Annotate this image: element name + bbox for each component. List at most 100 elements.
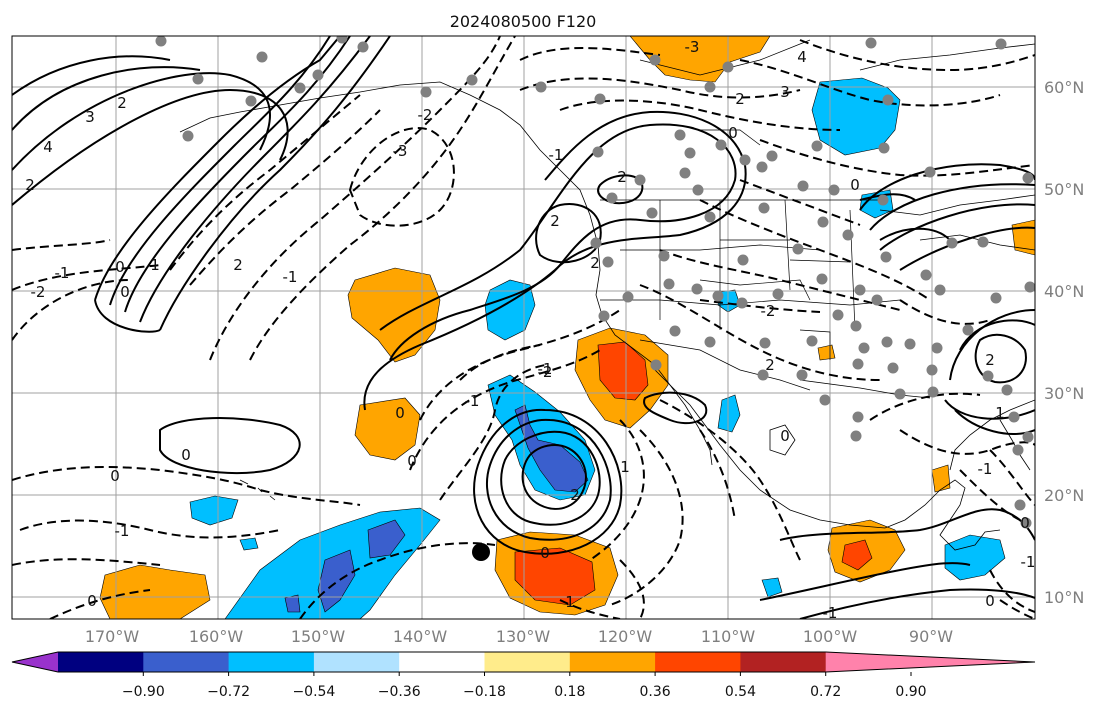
contour-label: 1 (565, 593, 575, 611)
shade-orange-tx (817, 344, 836, 361)
contour-label: 1 (150, 256, 160, 274)
contour-label: 1 (995, 404, 1005, 422)
colorbar-segment (569, 652, 656, 672)
contour-label: -1 (465, 392, 480, 410)
contour-label: 4 (43, 138, 53, 156)
map-panel: 4 3 2 2 -1 -2 0 0 1 -3 -2 2 -1 3 2 4 -3 … (12, 36, 1036, 619)
contour-label: 2 (570, 486, 580, 504)
contour-label: 2 (765, 356, 775, 374)
contour-label: -2 (761, 302, 776, 320)
contour-label: 3 (780, 83, 790, 101)
contour-label: 2 (735, 90, 745, 108)
contour-label: 2 (617, 168, 627, 186)
contour-label: 0 (120, 283, 130, 301)
contour-labels: 4 3 2 2 -1 -2 0 0 1 -3 -2 2 -1 3 2 4 -3 … (25, 38, 1036, 619)
storm-center-marker (472, 543, 490, 561)
contour-label: 0 (87, 592, 97, 610)
lon-label: 140°W (393, 627, 448, 646)
contour-label: 0 (728, 124, 738, 142)
contour-label: -3 (685, 38, 700, 56)
lat-label: 60°N (1044, 78, 1084, 97)
colorbar-segment (58, 652, 144, 672)
colorbar-extend-max (825, 652, 1035, 672)
contour-label: -1 (978, 460, 993, 478)
contour-label: -1 (538, 360, 553, 378)
shade-blue-gulf (717, 394, 741, 433)
latitude-labels: 60°N 50°N 40°N 30°N 20°N 10°N (1044, 78, 1084, 607)
contour-label: 2 (25, 176, 35, 194)
contour-label: 2 (590, 254, 600, 272)
lon-label: 150°W (291, 627, 346, 646)
contour-label: -1 (1021, 553, 1036, 571)
colorbar-tick-label: −0.90 (122, 684, 165, 700)
contour-label: 2 (985, 351, 995, 369)
contour-label: 4 (797, 48, 807, 66)
contour-label: 3 (85, 108, 95, 126)
longitude-labels: 170°W 160°W 150°W 140°W 130°W 120°W 110°… (85, 627, 953, 646)
colorbar: −0.90 −0.72 −0.54 −0.36 −0.18 0.18 0.36 0.54 0.7… (11, 651, 1036, 700)
map-title: 2024080500 F120 (450, 12, 597, 31)
colorbar-tick-label: 0.18 (554, 684, 585, 700)
map-frame (11, 35, 1036, 620)
shade-orange-bajasw (354, 397, 421, 461)
colorbar-outline (11, 651, 1036, 673)
colorbar-segment (313, 652, 400, 672)
colorbar-tick-label: −0.36 (378, 684, 421, 700)
lat-label: 10°N (1044, 588, 1084, 607)
lat-label: 50°N (1044, 180, 1084, 199)
contour-label: -2 (31, 283, 46, 301)
shade-royal-band (284, 519, 406, 613)
shade-blue-small-south (761, 577, 783, 598)
colorbar-segment (655, 652, 741, 672)
lon-label: 90°W (909, 627, 953, 646)
station-markers (155, 36, 1035, 529)
lon-label: 110°W (701, 627, 756, 646)
colorbar-segment (228, 652, 315, 672)
colorbar-segment (143, 652, 230, 672)
contour-label: 0 (850, 176, 860, 194)
lon-label: 120°W (598, 627, 653, 646)
shade-blue-hawaii-s (239, 537, 259, 551)
contour-label: -2 (538, 363, 553, 381)
contour-label: 2 (233, 256, 243, 274)
colorbar-tick-label: 0.54 (725, 684, 756, 700)
contour-label: -1 (283, 268, 298, 286)
colorbar-segment (399, 652, 485, 672)
contour-label: -3 (393, 142, 408, 160)
lon-label: 100°W (803, 627, 858, 646)
contour-label: 1 (620, 458, 630, 476)
colorbar-segment (740, 652, 827, 672)
contour-label: -1 (549, 146, 564, 164)
colorbar-tick-label: −0.18 (463, 684, 506, 700)
graticule (12, 36, 1035, 619)
lat-label: 30°N (1044, 384, 1084, 403)
shade-blue-north-ne (811, 77, 901, 156)
contour-label: -1 (115, 522, 130, 540)
colorbar-segment (484, 652, 571, 672)
shade-orange-sw (99, 564, 211, 619)
contour-label: 2 (117, 94, 127, 112)
colorbar-tick-label: −0.72 (207, 684, 250, 700)
colorbar-extend-min (12, 652, 58, 672)
contour-label: 0 (395, 404, 405, 422)
lon-label: 170°W (85, 627, 140, 646)
lat-label: 20°N (1044, 486, 1084, 505)
lon-label: 130°W (496, 627, 551, 646)
shade-red-cam (841, 539, 873, 571)
contour-label: 0 (115, 258, 125, 276)
contour-label: 2 (550, 212, 560, 230)
contour-label: 0 (540, 544, 550, 562)
contour-label: 0 (110, 467, 120, 485)
contour-label: -1 (55, 264, 70, 282)
contour-label: 0 (1020, 514, 1030, 532)
shade-orange-gulfcoast (931, 464, 951, 493)
shade-blue-hawaii (189, 495, 239, 526)
contour-label: -2 (418, 106, 433, 124)
contour-label: 0 (780, 427, 790, 445)
contour-label: 0 (181, 446, 191, 464)
dashed-contours (12, 36, 1035, 619)
colorbar-tick-label: 0.72 (810, 684, 841, 700)
contour-label: 0 (407, 452, 417, 470)
solid-contours (12, 36, 1035, 619)
